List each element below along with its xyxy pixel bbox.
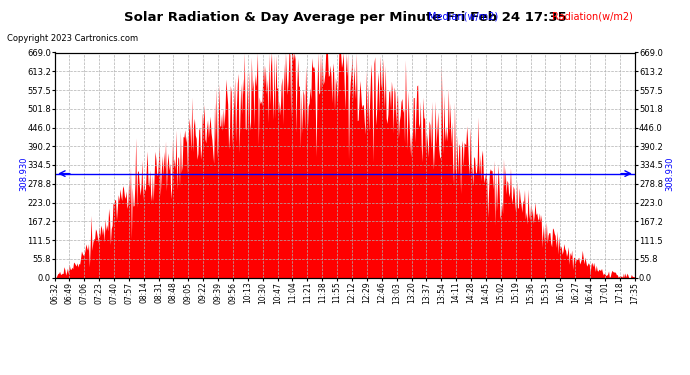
Text: Solar Radiation & Day Average per Minute Fri Feb 24 17:35: Solar Radiation & Day Average per Minute… xyxy=(124,11,566,24)
Text: Median(w/m2): Median(w/m2) xyxy=(428,11,498,21)
Text: 308.930: 308.930 xyxy=(665,156,674,191)
Text: Copyright 2023 Cartronics.com: Copyright 2023 Cartronics.com xyxy=(7,34,138,43)
Text: Radiation(w/m2): Radiation(w/m2) xyxy=(552,11,633,21)
Text: 308.930: 308.930 xyxy=(19,156,28,191)
